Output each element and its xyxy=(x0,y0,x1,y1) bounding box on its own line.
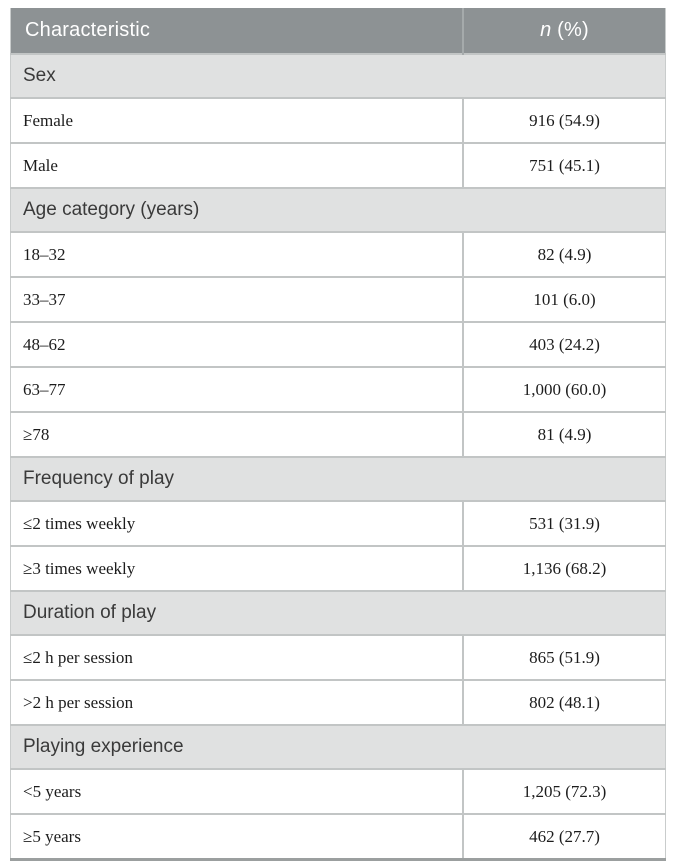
row-value: 916 (54.9) xyxy=(462,97,666,143)
table-row: 18–32 82 (4.9) xyxy=(10,231,666,277)
row-label: ≥3 times weekly xyxy=(10,545,463,591)
row-value: 82 (4.9) xyxy=(462,231,666,277)
table-row: 33–37 101 (6.0) xyxy=(10,276,666,322)
row-value: 1,000 (60.0) xyxy=(462,366,666,412)
section-title: Frequency of play xyxy=(10,456,666,501)
row-value: 1,136 (68.2) xyxy=(462,545,666,591)
column-header-characteristic: Characteristic xyxy=(10,8,463,54)
column-header-n-percent: n (%) xyxy=(462,8,666,54)
row-label: Female xyxy=(10,97,463,143)
row-label: 18–32 xyxy=(10,231,463,277)
table-header-row: Characteristic n (%) xyxy=(10,8,666,54)
row-value: 865 (51.9) xyxy=(462,634,666,680)
table-row: ≥3 times weekly 1,136 (68.2) xyxy=(10,545,666,591)
row-label: 63–77 xyxy=(10,366,463,412)
table-row: Male 751 (45.1) xyxy=(10,142,666,188)
table-row: ≥78 81 (4.9) xyxy=(10,411,666,457)
table-row: <5 years 1,205 (72.3) xyxy=(10,768,666,814)
row-value: 462 (27.7) xyxy=(462,813,666,860)
n-italic-label: n xyxy=(540,19,552,41)
section-title: Duration of play xyxy=(10,590,666,635)
paper-table-figure: Characteristic n (%) Sex Female 916 (54.… xyxy=(10,8,666,861)
demographics-table: Characteristic n (%) Sex Female 916 (54.… xyxy=(10,8,666,861)
table-header: Characteristic n (%) xyxy=(10,8,666,54)
section-row-sex: Sex xyxy=(10,53,666,98)
row-value: 101 (6.0) xyxy=(462,276,666,322)
section-row-frequency-of-play: Frequency of play xyxy=(10,456,666,501)
row-value: 531 (31.9) xyxy=(462,500,666,546)
row-label: <5 years xyxy=(10,768,463,814)
row-label: 48–62 xyxy=(10,321,463,367)
row-value: 751 (45.1) xyxy=(462,142,666,188)
table-body: Sex Female 916 (54.9) Male 751 (45.1) Ag… xyxy=(10,53,666,860)
row-label: ≥78 xyxy=(10,411,463,457)
table-row: ≤2 h per session 865 (51.9) xyxy=(10,634,666,680)
row-label: ≤2 times weekly xyxy=(10,500,463,546)
percent-label: (%) xyxy=(551,19,589,41)
row-label: ≥5 years xyxy=(10,813,463,860)
row-label: >2 h per session xyxy=(10,679,463,725)
section-row-duration-of-play: Duration of play xyxy=(10,590,666,635)
section-row-age-category: Age category (years) xyxy=(10,187,666,232)
row-value: 403 (24.2) xyxy=(462,321,666,367)
section-row-playing-experience: Playing experience xyxy=(10,724,666,769)
table-row: >2 h per session 802 (48.1) xyxy=(10,679,666,725)
section-title: Sex xyxy=(10,53,666,98)
row-value: 802 (48.1) xyxy=(462,679,666,725)
section-title: Age category (years) xyxy=(10,187,666,232)
table-row: Female 916 (54.9) xyxy=(10,97,666,143)
row-label: ≤2 h per session xyxy=(10,634,463,680)
row-label: Male xyxy=(10,142,463,188)
row-label: 33–37 xyxy=(10,276,463,322)
row-value: 81 (4.9) xyxy=(462,411,666,457)
table-row: 48–62 403 (24.2) xyxy=(10,321,666,367)
table-row: 63–77 1,000 (60.0) xyxy=(10,366,666,412)
table-row: ≤2 times weekly 531 (31.9) xyxy=(10,500,666,546)
row-value: 1,205 (72.3) xyxy=(462,768,666,814)
section-title: Playing experience xyxy=(10,724,666,769)
table-row: ≥5 years 462 (27.7) xyxy=(10,813,666,860)
